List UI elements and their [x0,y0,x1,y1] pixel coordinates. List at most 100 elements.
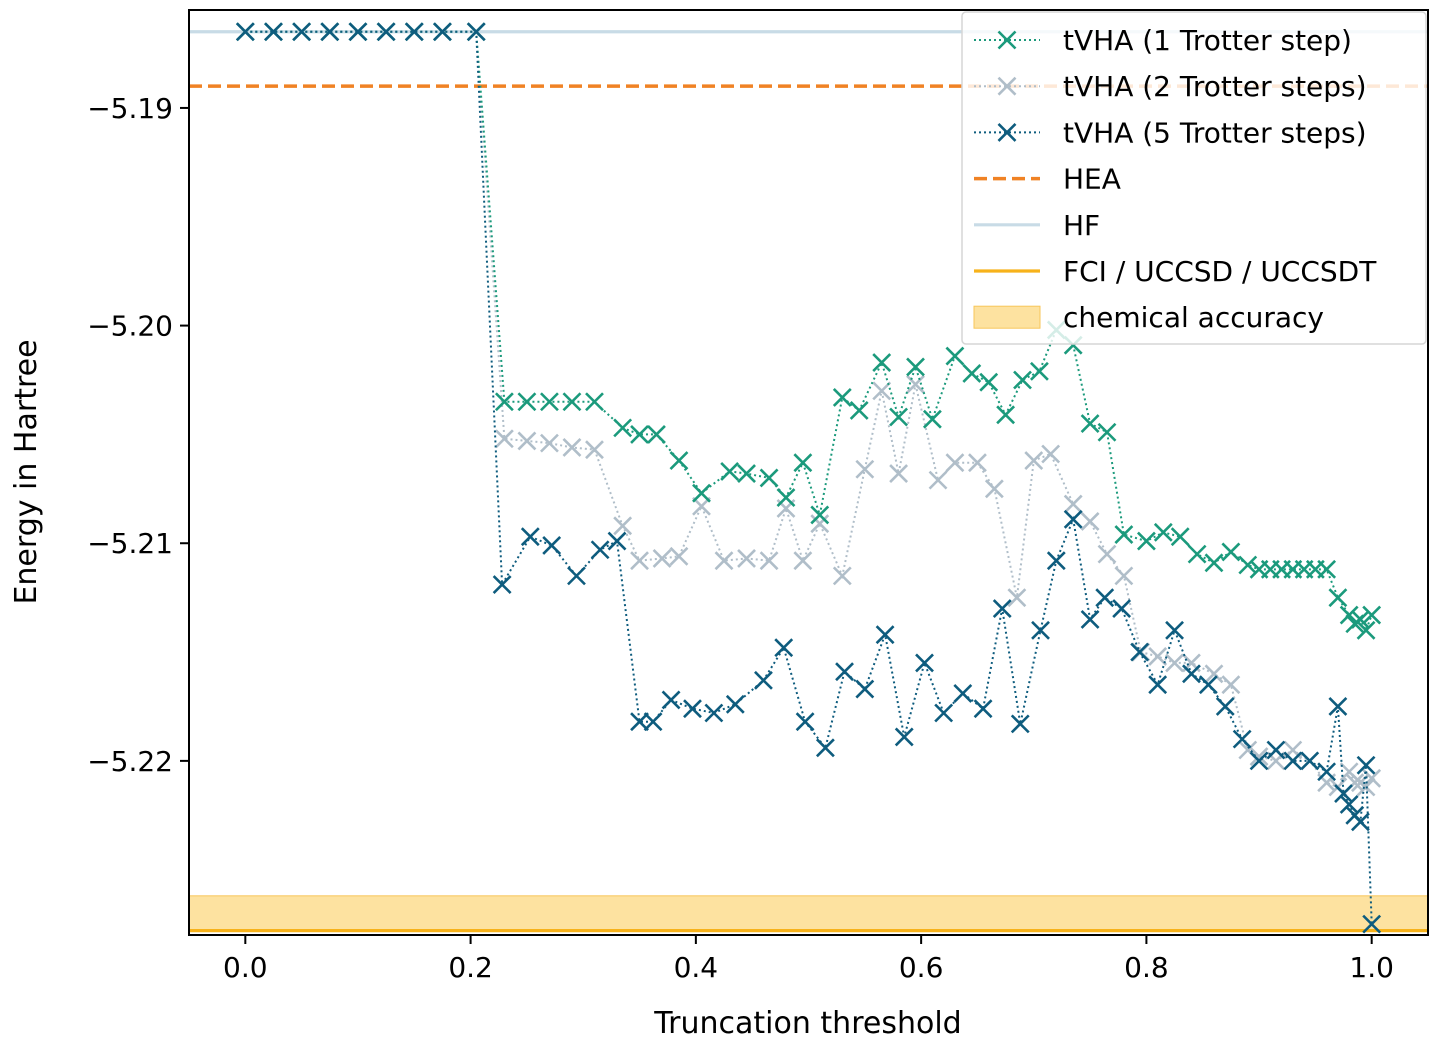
data-point-t2 [984,479,1004,499]
data-point-t5 [320,22,340,42]
chemical-accuracy-band [188,895,1429,932]
data-point-t1 [1356,620,1376,640]
marker-stroke [928,470,948,490]
data-point-t5 [542,535,562,555]
marker-stroke [945,453,965,473]
data-point-t2 [1063,494,1083,514]
data-point-t1 [562,392,582,412]
y-tick-label: −5.20 [87,310,173,343]
marker-stroke [1046,551,1066,571]
data-point-t5 [934,703,954,723]
marker-stroke [704,703,724,723]
marker-stroke [494,392,514,412]
data-point-t1 [832,387,852,407]
marker-stroke [517,431,537,451]
data-point-t1 [1328,588,1348,608]
data-point-t5 [292,22,312,42]
marker-stroke [1029,361,1049,381]
marker-stroke [1031,620,1050,640]
marker-stroke [1317,559,1337,579]
data-point-t5 [1031,620,1050,640]
data-point-t1 [1013,370,1032,390]
data-point-t1 [793,453,813,473]
legend-entry: HEA [974,163,1121,196]
marker-stroke [585,392,604,412]
legend-label: HF [1063,209,1100,242]
marker-stroke [1356,755,1376,775]
data-point-t1 [669,451,689,470]
marker-stroke [1249,751,1269,771]
data-point-t5 [953,683,973,703]
data-point-t1 [613,418,633,438]
data-point-t1 [1153,522,1173,542]
marker-stroke [832,387,852,407]
data-point-t1 [1204,553,1224,573]
marker-stroke [348,22,368,42]
data-point-t5 [492,575,512,595]
data-point-t2 [872,381,892,401]
marker-stroke [1350,609,1370,629]
data-point-t1 [1080,414,1100,433]
marker-stroke [1063,509,1083,529]
data-point-t5 [795,712,815,732]
marker-stroke [1095,588,1115,608]
marker-stroke [973,699,993,719]
data-point-t5 [348,22,368,42]
data-point-t5 [1165,620,1184,640]
legend: tVHA (1 Trotter step) tVHA (2 Trotter ste… [961,11,1427,345]
data-point-t1 [1238,555,1258,575]
y-tick-label: −5.21 [87,527,173,560]
data-point-t2 [928,470,948,490]
data-point-t5 [754,670,773,690]
legend-marker [997,76,1017,96]
data-point-t2 [968,453,987,473]
marker-stroke [968,453,987,473]
marker-stroke [1024,451,1044,470]
data-point-t2 [652,549,672,568]
data-point-t5 [1046,551,1066,571]
data-point-t5 [630,712,649,732]
marker-stroke [894,727,914,747]
data-point-t5 [1328,697,1348,716]
marker-stroke [1165,653,1184,673]
legend-label: tVHA (5 Trotter steps) [1063,116,1367,149]
data-point-t1 [1221,542,1241,562]
data-point-t5 [1063,509,1083,529]
data-point-t1 [776,488,796,507]
marker-stroke [725,694,745,714]
data-point-t1 [759,468,779,488]
marker-stroke [630,424,649,444]
marker-stroke [875,625,895,645]
marker-stroke [1339,762,1359,782]
data-point-t5 [1148,675,1168,695]
marker-stroke [906,374,925,394]
marker-stroke [1266,740,1286,760]
marker-stroke [692,483,711,503]
data-point-t2 [1204,664,1224,684]
plot-frame [188,9,1429,936]
marker-stroke [1114,566,1134,586]
data-point-t2 [540,433,559,453]
marker-stroke [759,468,779,488]
data-point-t1 [872,353,892,373]
marker-stroke [810,505,830,525]
data-point-t1 [996,405,1016,425]
marker-stroke [1165,620,1184,640]
marker-stroke [683,699,702,719]
data-point-t5 [774,638,794,658]
data-point-t1 [1362,605,1382,625]
legend-entry: chemical accuracy [973,301,1324,334]
marker-stroke [793,551,813,571]
data-point-t2 [810,514,830,534]
data-point-t1 [692,483,711,503]
data-point-t2 [1007,588,1027,608]
data-point-t5 [1215,697,1235,716]
marker-stroke [1221,675,1241,695]
data-point-t5 [466,22,486,42]
marker-stroke [1130,642,1150,662]
x-tick-label: 0.8 [1124,951,1169,984]
marker-stroke [997,76,1017,96]
marker-stroke [1182,664,1201,684]
marker-stroke [1362,914,1382,934]
